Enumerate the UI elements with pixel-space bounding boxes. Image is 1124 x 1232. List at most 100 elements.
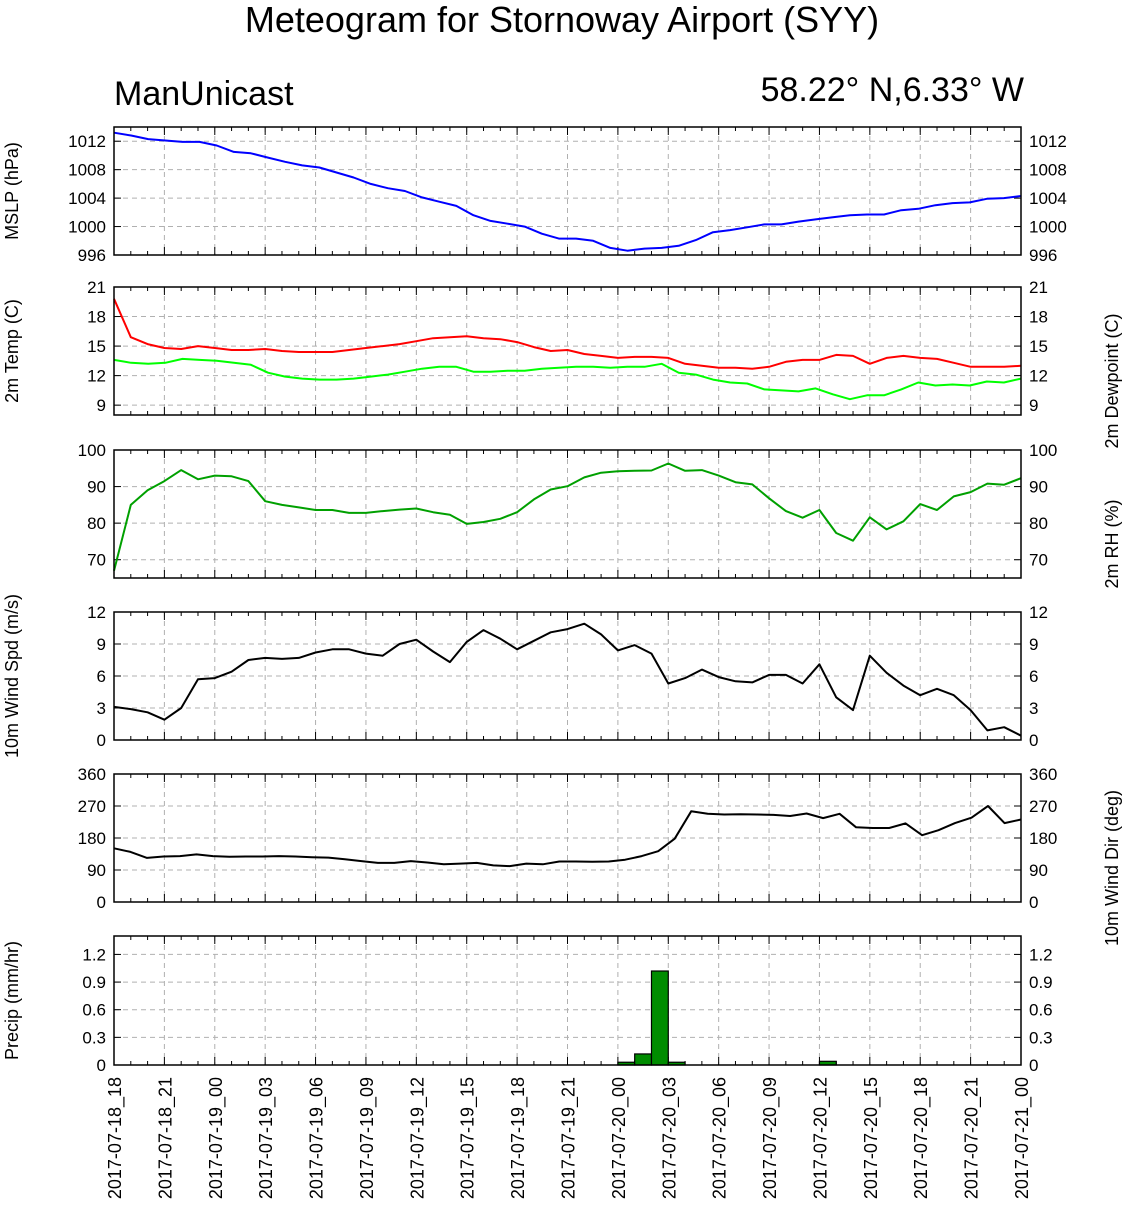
y-tick-label-right: 70 xyxy=(1029,551,1048,570)
y-tick-label-left: 12 xyxy=(87,603,106,622)
y-tick-label-left: 70 xyxy=(87,551,106,570)
precip-bar xyxy=(634,1053,653,1066)
y-tick-label-right: 21 xyxy=(1029,278,1048,297)
series-line-temp-0 xyxy=(113,298,1022,370)
y-tick-label-right: 90 xyxy=(1029,478,1048,497)
panel-frame xyxy=(113,611,1022,741)
x-tick-label: 2017-07-19_12 xyxy=(407,1077,428,1199)
y-axis-label-right: 2m RH (%) xyxy=(1102,500,1122,589)
y-tick-label-right: 0.3 xyxy=(1029,1028,1053,1047)
panel-frame xyxy=(113,126,1022,256)
y-tick-label-left: 0 xyxy=(97,731,106,750)
y-tick-label-right: 180 xyxy=(1029,829,1057,848)
y-tick-label-left: 21 xyxy=(87,278,106,297)
y-tick-label-right: 0 xyxy=(1029,1056,1038,1075)
y-tick-label-left: 15 xyxy=(87,337,106,356)
x-tick-label: 2017-07-18_21 xyxy=(155,1077,176,1199)
y-tick-label-left: 1004 xyxy=(68,189,106,208)
panel-temp: 9 9 12 12 15 15 18 18 21 21 2m Temp (C) 2m Dewpoint… xyxy=(2,278,1122,449)
y-tick-label-left: 18 xyxy=(87,308,106,327)
y-tick-label-right: 1012 xyxy=(1029,132,1067,151)
x-tick-label: 2017-07-19_21 xyxy=(559,1077,580,1199)
x-tick-label: 2017-07-19_06 xyxy=(307,1077,328,1199)
location-label: 58.22° N,6.33° W xyxy=(760,71,1024,109)
y-tick-label-right: 270 xyxy=(1029,797,1057,816)
y-tick-label-left: 80 xyxy=(87,514,106,533)
y-tick-label-left: 0 xyxy=(97,893,106,912)
x-tick-label: 2017-07-20_06 xyxy=(710,1077,731,1199)
y-tick-label-right: 360 xyxy=(1029,765,1057,784)
x-tick-label: 2017-07-19_18 xyxy=(508,1077,529,1199)
x-tick-label: 2017-07-20_21 xyxy=(962,1077,983,1199)
y-tick-label-left: 6 xyxy=(97,667,106,686)
panel-frame xyxy=(113,286,1022,416)
y-tick-label-left: 360 xyxy=(78,765,106,784)
y-tick-label-right: 1004 xyxy=(1029,189,1067,208)
y-axis-label-left: MSLP (hPa) xyxy=(2,142,22,240)
y-tick-label-right: 0 xyxy=(1029,731,1038,750)
y-tick-label-right: 9 xyxy=(1029,396,1038,415)
panel-wspd: 0 0 3 3 6 6 9 9 12 12 10m Wind Spd (m/s) xyxy=(2,594,1048,758)
x-tick-label: 2017-07-18_18 xyxy=(105,1077,126,1199)
y-tick-label-left: 90 xyxy=(87,861,106,880)
y-tick-label-left: 1.2 xyxy=(82,945,106,964)
y-tick-label-right: 100 xyxy=(1029,441,1057,460)
x-tick-label: 2017-07-19_09 xyxy=(357,1077,378,1199)
y-tick-label-left: 9 xyxy=(97,635,106,654)
y-tick-label-right: 90 xyxy=(1029,861,1048,880)
y-tick-label-left: 90 xyxy=(87,478,106,497)
series-line-mslp-0 xyxy=(113,131,1022,252)
x-tick-label: 2017-07-20_18 xyxy=(911,1077,932,1199)
y-tick-label-right: 9 xyxy=(1029,635,1038,654)
y-tick-label-right: 12 xyxy=(1029,603,1048,622)
y-tick-label-left: 12 xyxy=(87,367,106,386)
y-tick-label-right: 996 xyxy=(1029,246,1057,265)
y-tick-label-right: 18 xyxy=(1029,308,1048,327)
model-label: ManUnicast xyxy=(114,75,294,113)
y-tick-label-left: 3 xyxy=(97,699,106,718)
chart-title: Meteogram for Stornoway Airport (SYY) xyxy=(244,0,880,40)
panel-precip: 0 0 0.3 0.3 0.6 0.6 0.9 0.9 1.2 1.2 Precip (mm/hr) xyxy=(2,935,1053,1075)
x-tick-label: 2017-07-21_00 xyxy=(1012,1077,1033,1199)
y-tick-label-left: 100 xyxy=(78,441,106,460)
y-tick-label-left: 180 xyxy=(78,829,106,848)
y-tick-label-left: 1008 xyxy=(68,161,106,180)
y-tick-label-right: 80 xyxy=(1029,514,1048,533)
x-tick-label: 2017-07-20_03 xyxy=(659,1077,680,1199)
y-tick-label-left: 0 xyxy=(97,1056,106,1075)
y-tick-label-left: 0.6 xyxy=(82,1001,106,1020)
y-tick-label-left: 1012 xyxy=(68,132,106,151)
panel-frame xyxy=(113,773,1022,903)
panel-wdir: 0 0 90 90 180 180 270 270 360 360 10m Wind Dir (de… xyxy=(78,765,1122,946)
series-line-wdir-0 xyxy=(113,805,1022,868)
x-tick-label: 2017-07-20_12 xyxy=(810,1077,831,1199)
y-tick-label-left: 0.3 xyxy=(82,1028,106,1047)
y-axis-label-right: 10m Wind Dir (deg) xyxy=(1102,790,1122,946)
y-tick-label-right: 1008 xyxy=(1029,161,1067,180)
x-tick-label: 2017-07-19_00 xyxy=(206,1077,227,1199)
y-tick-label-right: 6 xyxy=(1029,667,1038,686)
y-tick-label-right: 1.2 xyxy=(1029,945,1053,964)
y-tick-label-left: 0.9 xyxy=(82,973,106,992)
x-tick-label: 2017-07-20_09 xyxy=(760,1077,781,1199)
y-tick-label-left: 9 xyxy=(97,396,106,415)
y-tick-label-right: 12 xyxy=(1029,367,1048,386)
series-line-wspd-0 xyxy=(113,622,1022,737)
y-tick-label-left: 1000 xyxy=(68,218,106,237)
y-axis-label-right: 2m Dewpoint (C) xyxy=(1102,313,1122,448)
y-tick-label-right: 3 xyxy=(1029,699,1038,718)
x-tick-label: 2017-07-20_00 xyxy=(609,1077,630,1199)
precip-bar xyxy=(650,970,669,1066)
y-axis-label-left: Precip (mm/hr) xyxy=(2,941,22,1060)
y-tick-label-right: 1000 xyxy=(1029,218,1067,237)
panel-mslp: 996 996 1000 1000 1004 1004 1008 1008 1012 1012 MS… xyxy=(2,126,1067,265)
series-line-temp-1 xyxy=(113,357,1022,401)
y-axis-label-left: 10m Wind Spd (m/s) xyxy=(2,594,22,758)
y-tick-label-left: 996 xyxy=(78,246,106,265)
y-tick-label-right: 0 xyxy=(1029,893,1038,912)
panel-frame xyxy=(113,935,1022,1066)
y-axis-label-left: 2m Temp (C) xyxy=(2,299,22,403)
y-tick-label-left: 270 xyxy=(78,797,106,816)
y-tick-label-right: 15 xyxy=(1029,337,1048,356)
panel-rh: 70 70 80 80 90 90 100 100 2m RH (%) xyxy=(78,441,1122,589)
